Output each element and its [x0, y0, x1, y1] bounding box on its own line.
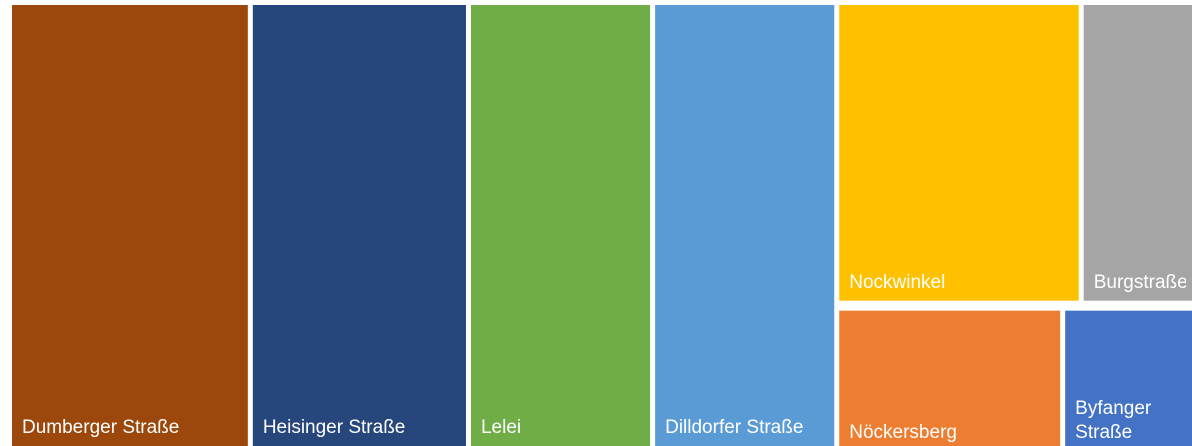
cell-label: Dilldorfer Straße [665, 417, 804, 438]
cell [252, 5, 466, 446]
cell [1065, 310, 1192, 446]
cell [470, 5, 651, 446]
cell-label: Nöckersberg [849, 422, 957, 443]
cell [1083, 5, 1192, 301]
cell [839, 310, 1061, 446]
cell-label: Burgstraße [1093, 271, 1186, 293]
cell-label: Dumberger Straße [22, 417, 180, 438]
cell-label: Nockwinkel [849, 271, 946, 293]
cell-label: Lelei [480, 417, 522, 438]
cell [655, 5, 835, 446]
cell [839, 5, 1079, 301]
cell [12, 5, 248, 446]
cell-label: Heisinger Straße [262, 417, 406, 438]
cell-label: Byfanger Straße [1075, 398, 1152, 443]
